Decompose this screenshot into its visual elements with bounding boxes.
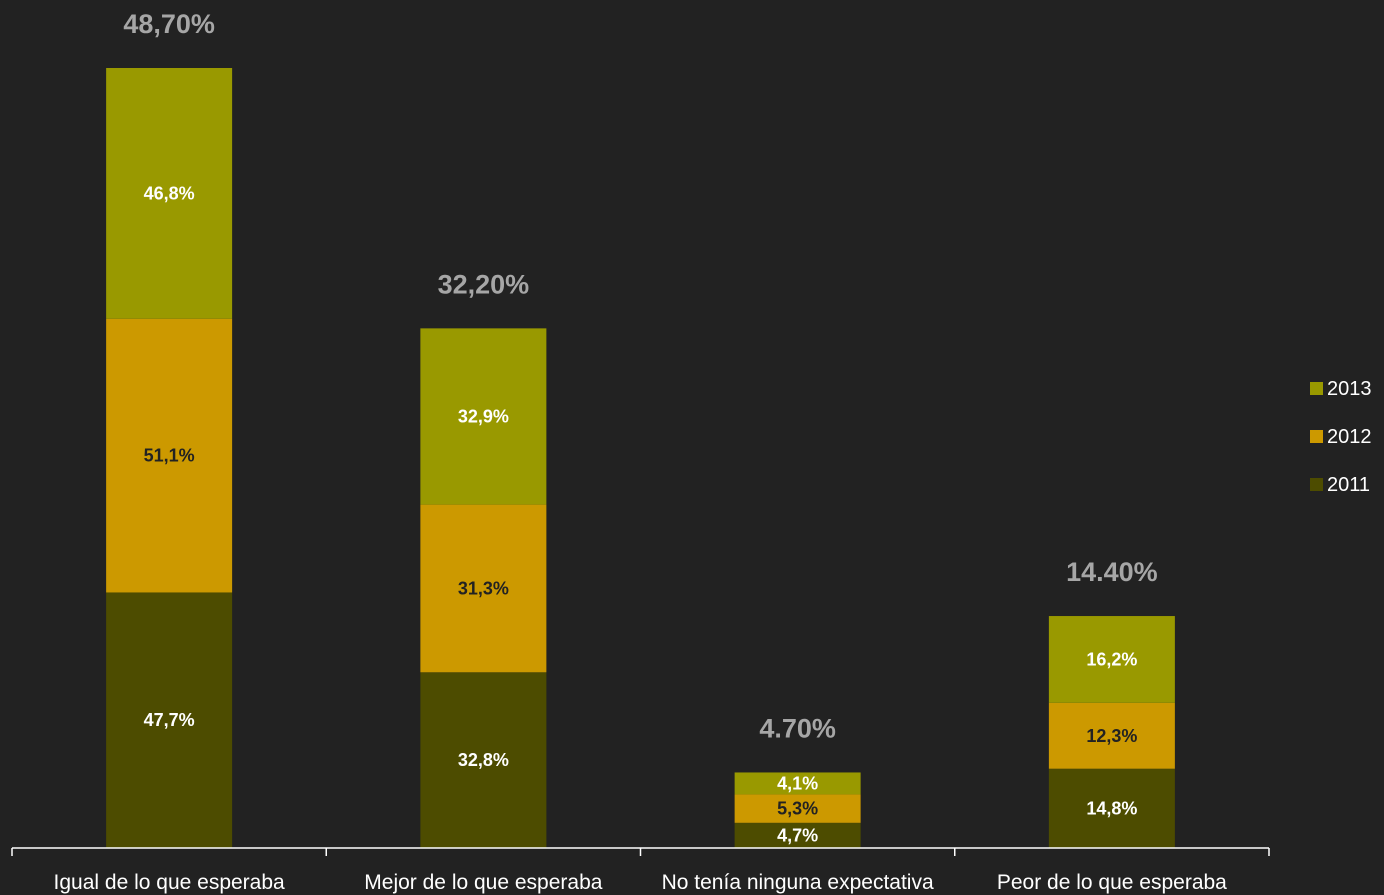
legend-label-2012: 2012 [1327, 426, 1372, 448]
data-label-2012: 51,1% [144, 446, 195, 466]
legend: 2013 2012 2011 [1310, 378, 1372, 496]
data-label-2011: 47,7% [144, 710, 195, 730]
total-label: 32,20% [438, 269, 530, 299]
bar-segment-2011 [106, 592, 233, 848]
legend-label-2013: 2013 [1327, 378, 1372, 400]
bar-segment-2013 [106, 68, 233, 319]
bar-segment-2013 [420, 328, 547, 505]
category-label: No tenía ninguna expectativa [662, 871, 934, 894]
bar-segment-2011 [734, 822, 861, 848]
bar-stack-4: 14,8% 12,3% 16,2% 14.40% [1048, 557, 1175, 848]
bar-segment-2013 [1048, 616, 1175, 703]
bars-group: 47,7% 51,1% 46,8% 48,70% 32,8% 31,3% 32,9% 32,2… [106, 9, 1175, 848]
category-label: Mejor de lo que esperaba [364, 871, 602, 894]
total-label: 4.70% [759, 713, 836, 743]
bar-stack-1: 47,7% 51,1% 46,8% 48,70% [106, 9, 233, 848]
data-label-2011: 4,7% [777, 825, 818, 845]
legend-swatch-2013 [1310, 382, 1323, 395]
bar-stack-2: 32,8% 31,3% 32,9% 32,20% [420, 269, 547, 848]
total-label: 14.40% [1066, 557, 1158, 587]
data-label-2013: 4,1% [777, 773, 818, 793]
bar-segment-2013 [734, 772, 861, 795]
legend-swatch-2012 [1310, 430, 1323, 443]
bar-segment-2011 [1048, 768, 1175, 848]
data-label-2013: 16,2% [1086, 649, 1137, 669]
bar-segment-2012 [106, 318, 233, 593]
total-label: 48,70% [123, 9, 215, 39]
data-label-2013: 32,9% [458, 406, 509, 426]
data-label-2012: 5,3% [777, 799, 818, 819]
data-label-2012: 12,3% [1086, 726, 1137, 746]
data-label-2011: 14,8% [1086, 798, 1137, 818]
bar-segment-2012 [1048, 702, 1175, 769]
data-label-2013: 46,8% [144, 183, 195, 203]
bar-segment-2012 [734, 794, 861, 823]
x-axis: Igual de lo que esperaba Mejor de lo que … [11, 847, 1270, 894]
bar-segment-2011 [420, 672, 547, 848]
category-label: Igual de lo que esperaba [54, 871, 286, 894]
legend-swatch-2011 [1310, 478, 1323, 491]
data-label-2012: 31,3% [458, 578, 509, 598]
data-label-2011: 32,8% [458, 750, 509, 770]
category-label: Peor de lo que esperaba [997, 871, 1227, 894]
bar-segment-2012 [420, 504, 547, 673]
bar-stack-3: 4,7% 5,3% 4,1% 4.70% [734, 713, 861, 848]
legend-label-2011: 2011 [1327, 474, 1370, 496]
